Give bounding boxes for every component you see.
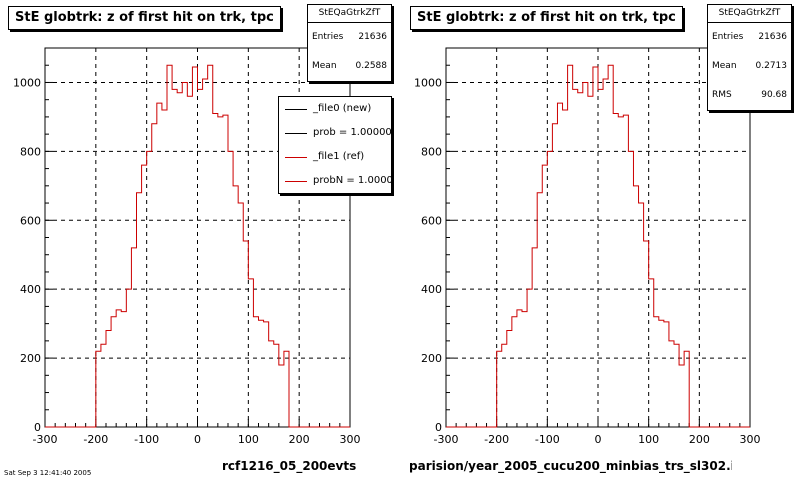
x-tick-label: -300 [33, 433, 58, 446]
stats-value: 0.2588 [355, 61, 388, 71]
legend-line-red [285, 157, 307, 158]
legend-entry: probN = 1.000000 [279, 169, 391, 193]
x-tick-label: -100 [134, 433, 159, 446]
stats-value: 21636 [358, 32, 387, 42]
legend-entry: _file1 (ref) [279, 145, 391, 169]
x-tick-label: -200 [83, 433, 108, 446]
stats-value: 21636 [758, 32, 787, 42]
stats-name: StEQaGtrkZfT [708, 5, 791, 23]
y-tick-label: 0 [34, 421, 41, 434]
x-tick-label: 200 [689, 433, 710, 446]
stats-value: 90.68 [761, 90, 787, 100]
y-tick-label: 200 [20, 352, 41, 365]
legend-line-red [285, 181, 307, 182]
y-tick-label: 1000 [414, 76, 442, 89]
stats-row: Mean 0.2588 [308, 52, 391, 81]
y-tick-label: 600 [421, 214, 442, 227]
y-tick-label: 800 [421, 145, 442, 158]
panel-2-footer: parision/year_2005_cucu200_minbias_trs_s… [409, 459, 732, 473]
legend-label: probN = 1.000000 [313, 175, 392, 186]
x-tick-label: 0 [595, 433, 602, 446]
y-tick-label: 200 [421, 352, 442, 365]
panel-1-footer: rcf1216_05_200evts [222, 459, 357, 473]
stats-value: 0.2713 [755, 61, 788, 71]
stats-row: Mean 0.2713 [708, 52, 791, 81]
legend-line-black [285, 109, 307, 110]
y-tick-label: 400 [20, 283, 41, 296]
legend-label: _file1 (ref) [313, 151, 365, 162]
y-tick-label: 0 [435, 421, 442, 434]
corner-timestamp: Sat Sep 3 12:41:40 2005 [4, 469, 92, 477]
panel-1-legend: _file0 (new) prob = 1.000000 _file1 (ref… [278, 96, 392, 194]
x-tick-label: 0 [194, 433, 201, 446]
panel-2-stats-box: StEQaGtrkZfT Entries 21636 Mean 0.2713 R… [707, 4, 792, 111]
panel-1-title: StE globtrk: z of first hit on trk, tpc [8, 6, 281, 30]
legend-label: prob = 1.000000 [313, 127, 392, 138]
stats-label: Mean [712, 61, 737, 71]
panel-2-title: StE globtrk: z of first hit on trk, tpc [410, 6, 683, 30]
stats-row: Entries 21636 [708, 23, 791, 52]
stats-label: Mean [312, 61, 337, 71]
x-tick-label: 100 [638, 433, 659, 446]
stats-label: Entries [712, 32, 744, 42]
histogram-series-line [45, 64, 350, 428]
y-tick-label: 600 [20, 214, 41, 227]
x-tick-label: 300 [340, 433, 361, 446]
legend-entry: prob = 1.000000 [279, 121, 391, 145]
x-tick-label: -200 [484, 433, 509, 446]
y-tick-label: 400 [421, 283, 442, 296]
x-tick-label: -300 [434, 433, 459, 446]
stats-row: RMS 90.68 [708, 81, 791, 110]
panel-1-stats-box: StEQaGtrkZfT Entries 21636 Mean 0.2588 [307, 4, 392, 82]
stats-row: Entries 21636 [308, 23, 391, 52]
legend-entry: _file0 (new) [279, 97, 391, 121]
x-tick-label: 100 [238, 433, 259, 446]
y-tick-label: 1000 [13, 76, 41, 89]
stats-label: Entries [312, 32, 344, 42]
histogram-series-line [446, 64, 750, 428]
x-tick-label: 200 [289, 433, 310, 446]
stats-label: RMS [712, 90, 732, 100]
legend-line-black [285, 133, 307, 134]
y-tick-label: 800 [20, 145, 41, 158]
legend-label: _file0 (new) [313, 103, 372, 114]
x-tick-label: 300 [740, 433, 761, 446]
x-tick-label: -100 [535, 433, 560, 446]
stats-name: StEQaGtrkZfT [308, 5, 391, 23]
